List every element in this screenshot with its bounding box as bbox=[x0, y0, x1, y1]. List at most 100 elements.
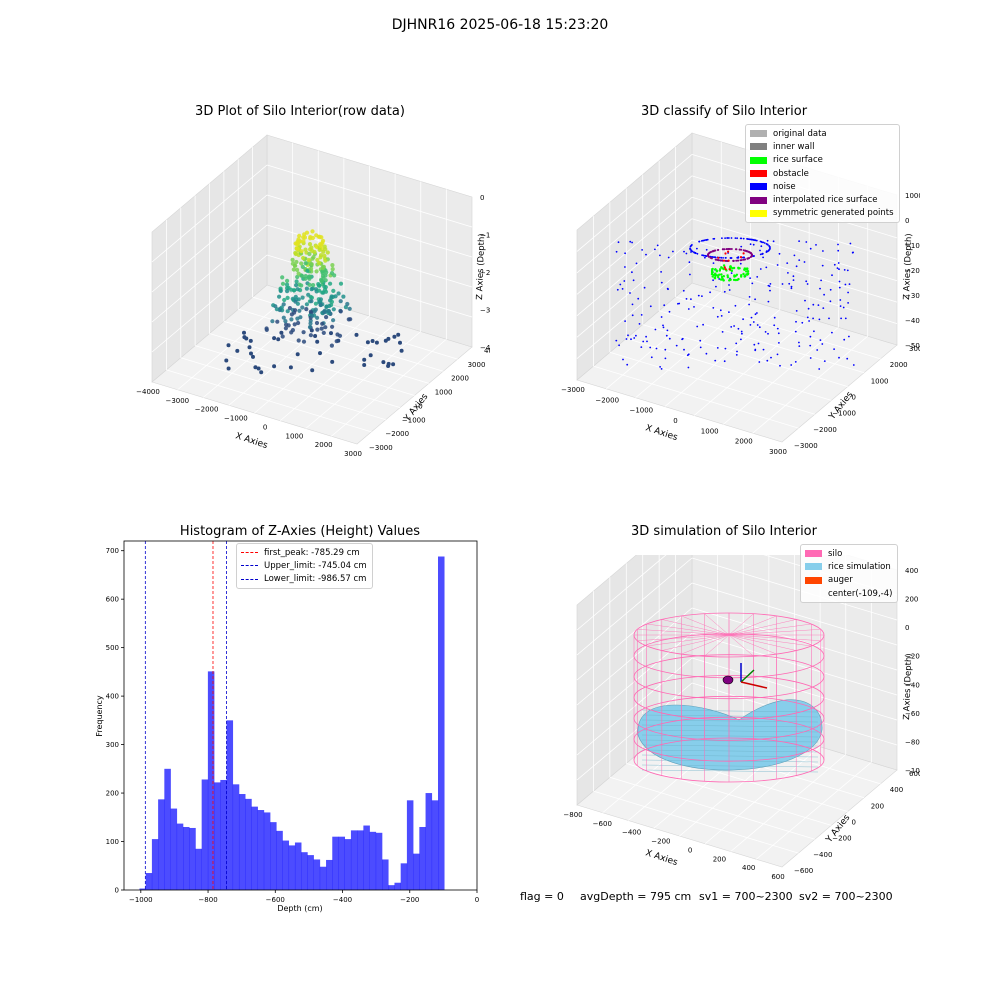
legend-line bbox=[241, 565, 258, 567]
histogram-bar bbox=[164, 768, 171, 890]
rice-surface-point bbox=[715, 270, 719, 273]
mesh-line bbox=[641, 739, 819, 743]
simulation-y-tick-label: 0 bbox=[852, 819, 856, 827]
noise-point bbox=[846, 269, 849, 272]
raw-point bbox=[295, 241, 300, 246]
noise-point bbox=[622, 358, 624, 361]
noise-point bbox=[757, 342, 760, 345]
noise-point bbox=[733, 325, 735, 327]
noise-point bbox=[821, 343, 824, 345]
raw-z-tick-label: −4000 bbox=[480, 344, 490, 352]
obstacle-point bbox=[739, 256, 743, 259]
raw-point bbox=[381, 360, 386, 365]
noise-point bbox=[836, 267, 839, 269]
interpolated-point bbox=[721, 248, 724, 251]
noise-point bbox=[756, 276, 759, 278]
noise-point bbox=[624, 252, 626, 255]
grid-line bbox=[195, 345, 401, 409]
raw-point bbox=[294, 279, 299, 284]
noise-point bbox=[641, 249, 643, 251]
noise-point bbox=[631, 303, 634, 306]
raw-point bbox=[399, 348, 404, 353]
noise-point bbox=[737, 256, 740, 259]
grid-line bbox=[209, 333, 415, 396]
interpolated-point bbox=[732, 259, 735, 262]
legend-swatch bbox=[805, 576, 822, 584]
noise-point bbox=[754, 313, 757, 316]
classify-z-tick-label: 1000 bbox=[905, 192, 920, 200]
raw-z-tick-label: −3000 bbox=[480, 307, 490, 315]
legend-swatch bbox=[750, 156, 767, 164]
noise-point bbox=[712, 256, 715, 258]
classify-x-tick-label: 3000 bbox=[769, 448, 787, 456]
noise-point bbox=[662, 326, 665, 329]
noise-point bbox=[759, 249, 761, 252]
raw-point bbox=[329, 343, 334, 348]
noise-point bbox=[805, 241, 808, 243]
histogram-bar bbox=[344, 839, 352, 890]
simulation-z-tick-label: −800 bbox=[905, 738, 920, 746]
raw-point bbox=[242, 330, 246, 335]
x-tick-label: −800 bbox=[198, 896, 217, 904]
raw-point bbox=[295, 274, 300, 280]
grid-line bbox=[756, 761, 872, 860]
raw-point bbox=[304, 230, 310, 235]
noise-point bbox=[795, 310, 798, 312]
raw-point bbox=[295, 316, 300, 321]
mesh-line bbox=[641, 749, 819, 753]
noise-point bbox=[631, 241, 633, 244]
noise-point bbox=[667, 256, 670, 259]
interpolated-point bbox=[707, 253, 709, 256]
noise-point bbox=[664, 348, 667, 351]
histogram-bar bbox=[270, 822, 277, 890]
legend-swatch bbox=[750, 183, 767, 191]
interpolated-point bbox=[723, 248, 726, 251]
noise-point bbox=[812, 303, 815, 306]
noise-point bbox=[752, 243, 755, 246]
simulation-z-tick-label: −400 bbox=[905, 681, 920, 689]
noise-point bbox=[781, 283, 784, 285]
raw-point bbox=[296, 320, 301, 326]
noise-point bbox=[665, 334, 668, 337]
rice-surface-point bbox=[720, 273, 723, 276]
simulation-3d-ticks: −800−600−400−2000200400600−600−400−20002… bbox=[563, 567, 920, 881]
raw-point bbox=[306, 257, 311, 263]
noise-point bbox=[704, 256, 706, 259]
raw-point bbox=[295, 352, 300, 357]
raw-point bbox=[391, 362, 396, 367]
simulation-x-tick-label: −800 bbox=[563, 811, 582, 819]
raw-point bbox=[279, 330, 284, 335]
simulation-legend-item: auger bbox=[805, 574, 892, 587]
raw-3d-ticks: −4000 −3000 −2000 −1000 0 1000 2000 3000 −3000 −2… bbox=[136, 194, 490, 458]
noise-point bbox=[712, 238, 715, 240]
raw-point bbox=[281, 302, 286, 307]
legend-label: rice surface bbox=[773, 155, 823, 166]
raw-point bbox=[320, 290, 325, 295]
grid-line bbox=[576, 555, 667, 631]
raw-point bbox=[321, 309, 327, 314]
rice-surface-point bbox=[740, 275, 743, 278]
noise-point bbox=[699, 339, 702, 342]
noise-point bbox=[816, 349, 819, 351]
noise-point bbox=[840, 317, 842, 320]
raw-x-tick-label: −1000 bbox=[224, 415, 248, 423]
noise-point bbox=[724, 237, 726, 239]
simulation-y-tick-label: 600 bbox=[909, 770, 920, 778]
rice-surface-point bbox=[742, 272, 745, 276]
interpolated-point bbox=[749, 256, 752, 258]
raw-point bbox=[301, 239, 306, 244]
raw-point bbox=[291, 267, 296, 272]
histogram-bar bbox=[313, 859, 321, 890]
noise-point bbox=[844, 283, 847, 286]
noise-point bbox=[705, 248, 708, 251]
raw-point bbox=[315, 339, 320, 344]
raw-point bbox=[320, 238, 326, 243]
histogram-bar bbox=[145, 873, 153, 890]
noise-point bbox=[699, 346, 702, 349]
noise-point bbox=[728, 237, 730, 239]
noise-point bbox=[761, 252, 764, 255]
raw-point bbox=[325, 250, 330, 255]
raw-point bbox=[326, 309, 332, 314]
noise-point bbox=[650, 356, 653, 359]
noise-point bbox=[806, 316, 809, 319]
